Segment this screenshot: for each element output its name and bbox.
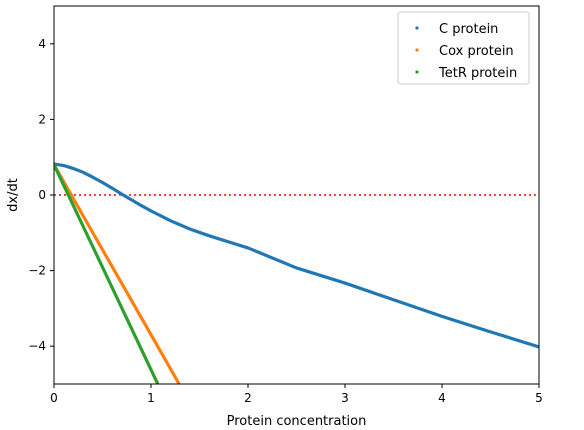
y-tick-label: 2 <box>38 112 46 126</box>
x-tick-label: 5 <box>535 391 543 405</box>
x-tick-label: 2 <box>244 391 252 405</box>
legend-box <box>397 11 530 85</box>
x-tick-label: 4 <box>438 391 446 405</box>
x-tick-label: 3 <box>341 391 349 405</box>
y-tick-label: 4 <box>38 37 46 51</box>
series-line-tetr-protein <box>54 163 160 384</box>
legend-label: C protein <box>439 22 498 37</box>
legend-label: TetR protein <box>438 66 517 81</box>
x-axis-label: Protein concentration <box>227 414 367 429</box>
legend-marker <box>415 70 419 74</box>
y-tick-label: −4 <box>28 339 46 353</box>
series-line-cox-protein <box>54 163 181 384</box>
legend: C protein Cox protein TetR protein <box>397 11 530 85</box>
axes: 0 1 2 3 4 5 4 2 0 −2 −4 <box>28 5 543 405</box>
x-tick-label: 0 <box>50 391 58 405</box>
series-line-c-protein <box>54 162 539 349</box>
y-tick-label: 0 <box>38 188 46 202</box>
x-tick-label: 1 <box>147 391 155 405</box>
series-layer <box>54 162 539 384</box>
legend-marker <box>415 26 419 30</box>
legend-marker <box>415 48 419 52</box>
y-axis-label: dx/dt <box>6 178 21 212</box>
legend-label: Cox protein <box>439 44 514 59</box>
y-tick-label: −2 <box>28 264 46 278</box>
